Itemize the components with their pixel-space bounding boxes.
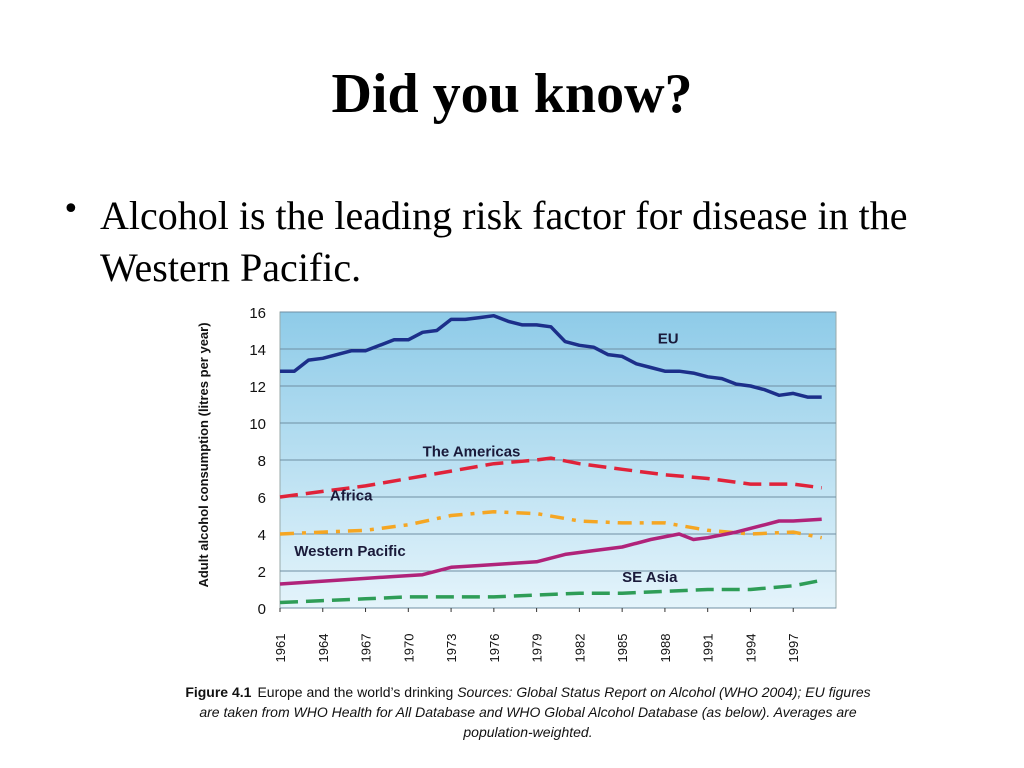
- series-line-africa: [279, 510, 823, 540]
- slide-title: Did you know?: [331, 63, 693, 125]
- bullet-text: Alcohol is the leading risk factor for d…: [100, 193, 908, 290]
- series-line-se-asia: [279, 578, 823, 605]
- x-tick-label: 1979: [530, 634, 545, 663]
- y-tick-label: 2: [258, 564, 266, 581]
- y-tick-label: 4: [258, 527, 266, 544]
- x-tick-label: 1973: [444, 634, 459, 663]
- series-line-eu: [280, 313, 822, 399]
- x-tick-label: 1961: [273, 634, 288, 663]
- x-tick-label: 1997: [786, 634, 801, 663]
- y-tick-label: 16: [249, 305, 266, 322]
- bullet-icon: •: [62, 192, 80, 227]
- series-annotation: Western Pacific: [294, 543, 405, 560]
- x-tick-label: 1967: [359, 634, 374, 663]
- series-line-western-pacific: [279, 517, 822, 586]
- y-tick-label: 14: [249, 342, 266, 359]
- series-line-the-americas: [279, 456, 822, 499]
- caption-title: Europe and the world’s drinking: [257, 684, 454, 700]
- x-tick-label: 1976: [487, 634, 502, 663]
- series-annotation: Africa: [330, 488, 373, 505]
- series-annotation: The Americas: [423, 443, 521, 460]
- x-tick-label: 1982: [572, 634, 587, 663]
- y-tick-label: 12: [249, 379, 266, 396]
- y-axis-label: Adult alcohol consumption (litres per ye…: [196, 322, 211, 587]
- y-tick-label: 8: [258, 453, 266, 470]
- x-tick-label: 1994: [743, 634, 758, 663]
- y-tick-label: 6: [258, 490, 266, 507]
- x-tick-label: 1964: [316, 634, 331, 663]
- x-tick-label: 1985: [615, 634, 630, 663]
- y-tick-label: 0: [258, 601, 266, 618]
- y-tick-label: 10: [249, 416, 266, 433]
- x-tick-label: 1988: [658, 634, 673, 663]
- series-annotation: SE Asia: [622, 569, 678, 586]
- figure-caption: Figure 4.1 Europe and the world’s drinkin…: [178, 682, 878, 742]
- x-tick-label: 1991: [701, 634, 716, 663]
- series-annotation: EU: [658, 330, 679, 347]
- x-tick-label: 1970: [401, 634, 416, 663]
- caption-sources: Sources: Global Status Report on Alcohol…: [199, 684, 871, 740]
- caption-figure-number: Figure 4.1: [185, 684, 252, 700]
